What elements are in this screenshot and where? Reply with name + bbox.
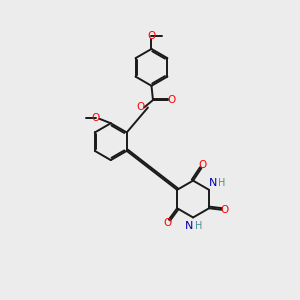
Text: O: O xyxy=(136,103,144,112)
Text: O: O xyxy=(199,160,207,170)
Text: O: O xyxy=(163,218,172,228)
Text: H: H xyxy=(218,178,226,188)
Text: O: O xyxy=(168,95,176,105)
Text: N: N xyxy=(185,221,194,231)
Text: H: H xyxy=(195,221,202,231)
Text: O: O xyxy=(92,113,100,123)
Text: O: O xyxy=(147,31,156,41)
Text: N: N xyxy=(209,178,218,188)
Text: O: O xyxy=(221,205,229,215)
